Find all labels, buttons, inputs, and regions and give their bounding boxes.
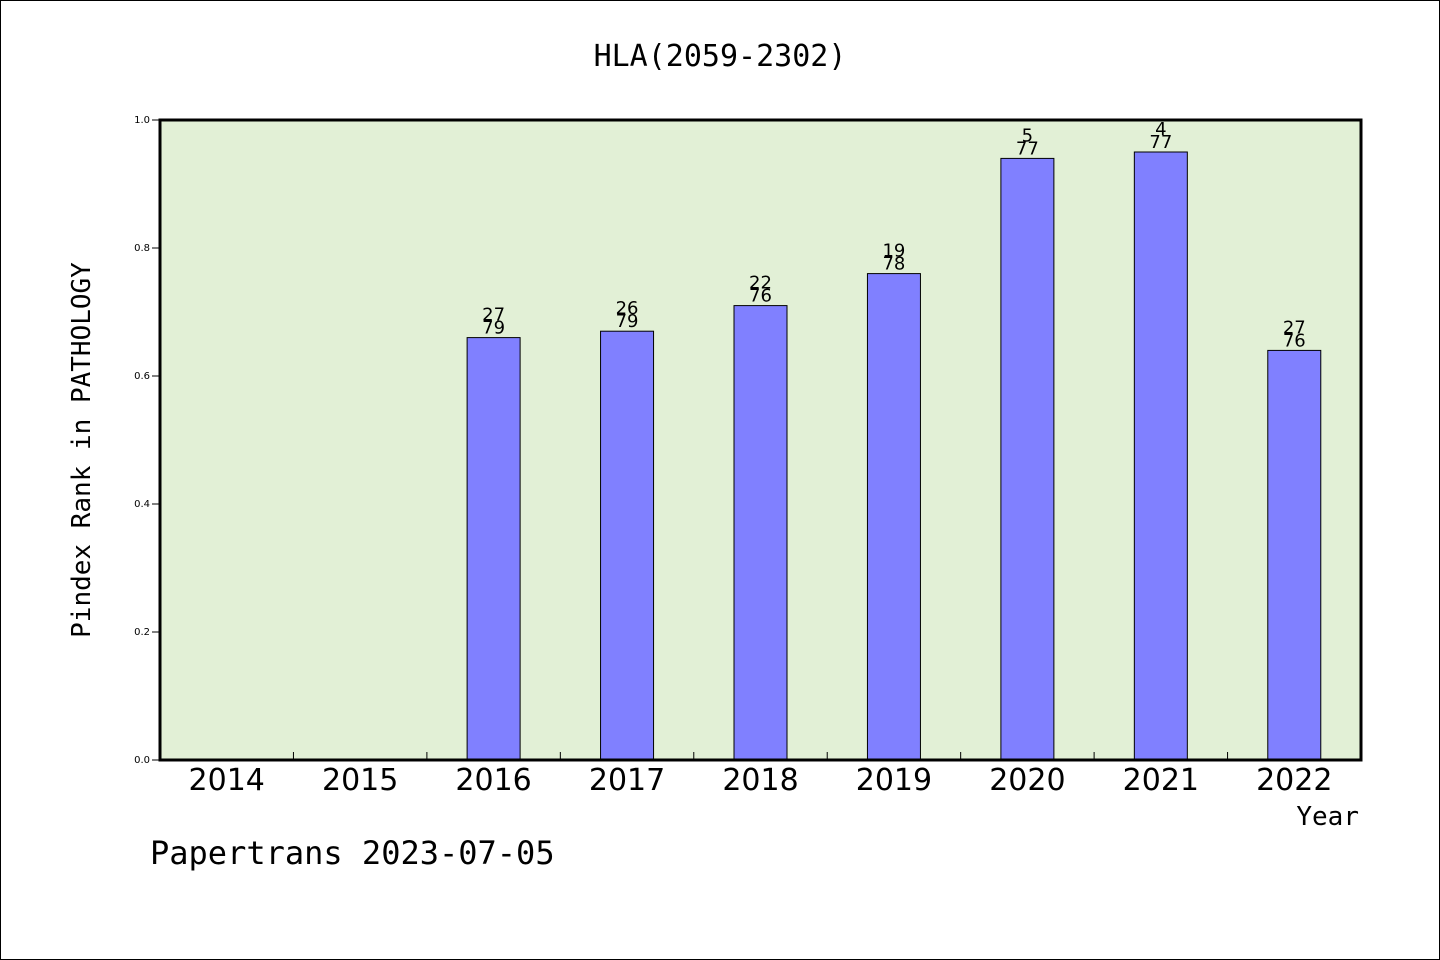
bar-2020	[1000, 157, 1055, 761]
x-tick-label: 2017	[589, 763, 665, 798]
bar-label-top: 27	[482, 305, 505, 326]
x-tick-label: 2015	[322, 763, 398, 798]
bar-label-bottom: 79	[616, 311, 639, 332]
y-axis: 0.0 0.2 0.4 0.6 0.8 1.0	[134, 115, 160, 766]
x-tick-label: 2016	[455, 763, 531, 798]
chart-title: HLA(2059-2302)	[594, 39, 847, 74]
y-axis-label: Pindex Rank in PATHOLOGY	[67, 262, 97, 638]
y-tick-label: 0.8	[134, 243, 150, 254]
footer-credit: Papertrans 2023-07-05	[150, 834, 555, 872]
y-tick-label: 1.0	[134, 115, 150, 126]
bar-label-bottom: 76	[749, 286, 772, 307]
x-axis: 2014 2015 2016 2017 2018 2019 2020 2021 2022	[189, 752, 1332, 798]
y-tick-label: 0.4	[134, 499, 150, 510]
bar-2021	[1133, 151, 1188, 761]
y-tick-label: 0.0	[134, 755, 150, 766]
x-tick-label: 2014	[189, 763, 265, 798]
x-tick-label: 2022	[1256, 763, 1332, 798]
bar-label-bottom: 78	[882, 254, 905, 275]
bar-2016	[466, 337, 521, 761]
bar-2018	[733, 305, 788, 761]
x-tick-label: 2021	[1123, 763, 1199, 798]
bar-label-bottom: 77	[1016, 138, 1039, 159]
y-tick-label: 0.2	[134, 627, 150, 638]
x-tick-label: 2018	[722, 763, 798, 798]
y-tick-label: 0.6	[134, 371, 150, 382]
x-tick-label: 2020	[989, 763, 1065, 798]
bar-label-top: 5	[1022, 125, 1033, 146]
x-tick-label: 2019	[856, 763, 932, 798]
bar-2019	[866, 273, 921, 761]
bar-label-top: 26	[616, 298, 639, 319]
bar-label-top: 4	[1155, 119, 1166, 140]
plot-border	[158, 118, 1363, 762]
bar-label-bottom: 79	[482, 318, 505, 339]
bars-group	[466, 151, 1322, 761]
bar-label-bottom: 77	[1149, 132, 1172, 153]
bar-label-top: 22	[749, 273, 772, 294]
bar-2017	[600, 330, 655, 761]
bar-label-top: 19	[882, 241, 905, 262]
x-axis-label: Year	[1296, 802, 1359, 832]
bar-2022	[1267, 349, 1322, 761]
bar-label-top: 27	[1283, 317, 1306, 338]
bar-label-bottom: 76	[1283, 330, 1306, 351]
